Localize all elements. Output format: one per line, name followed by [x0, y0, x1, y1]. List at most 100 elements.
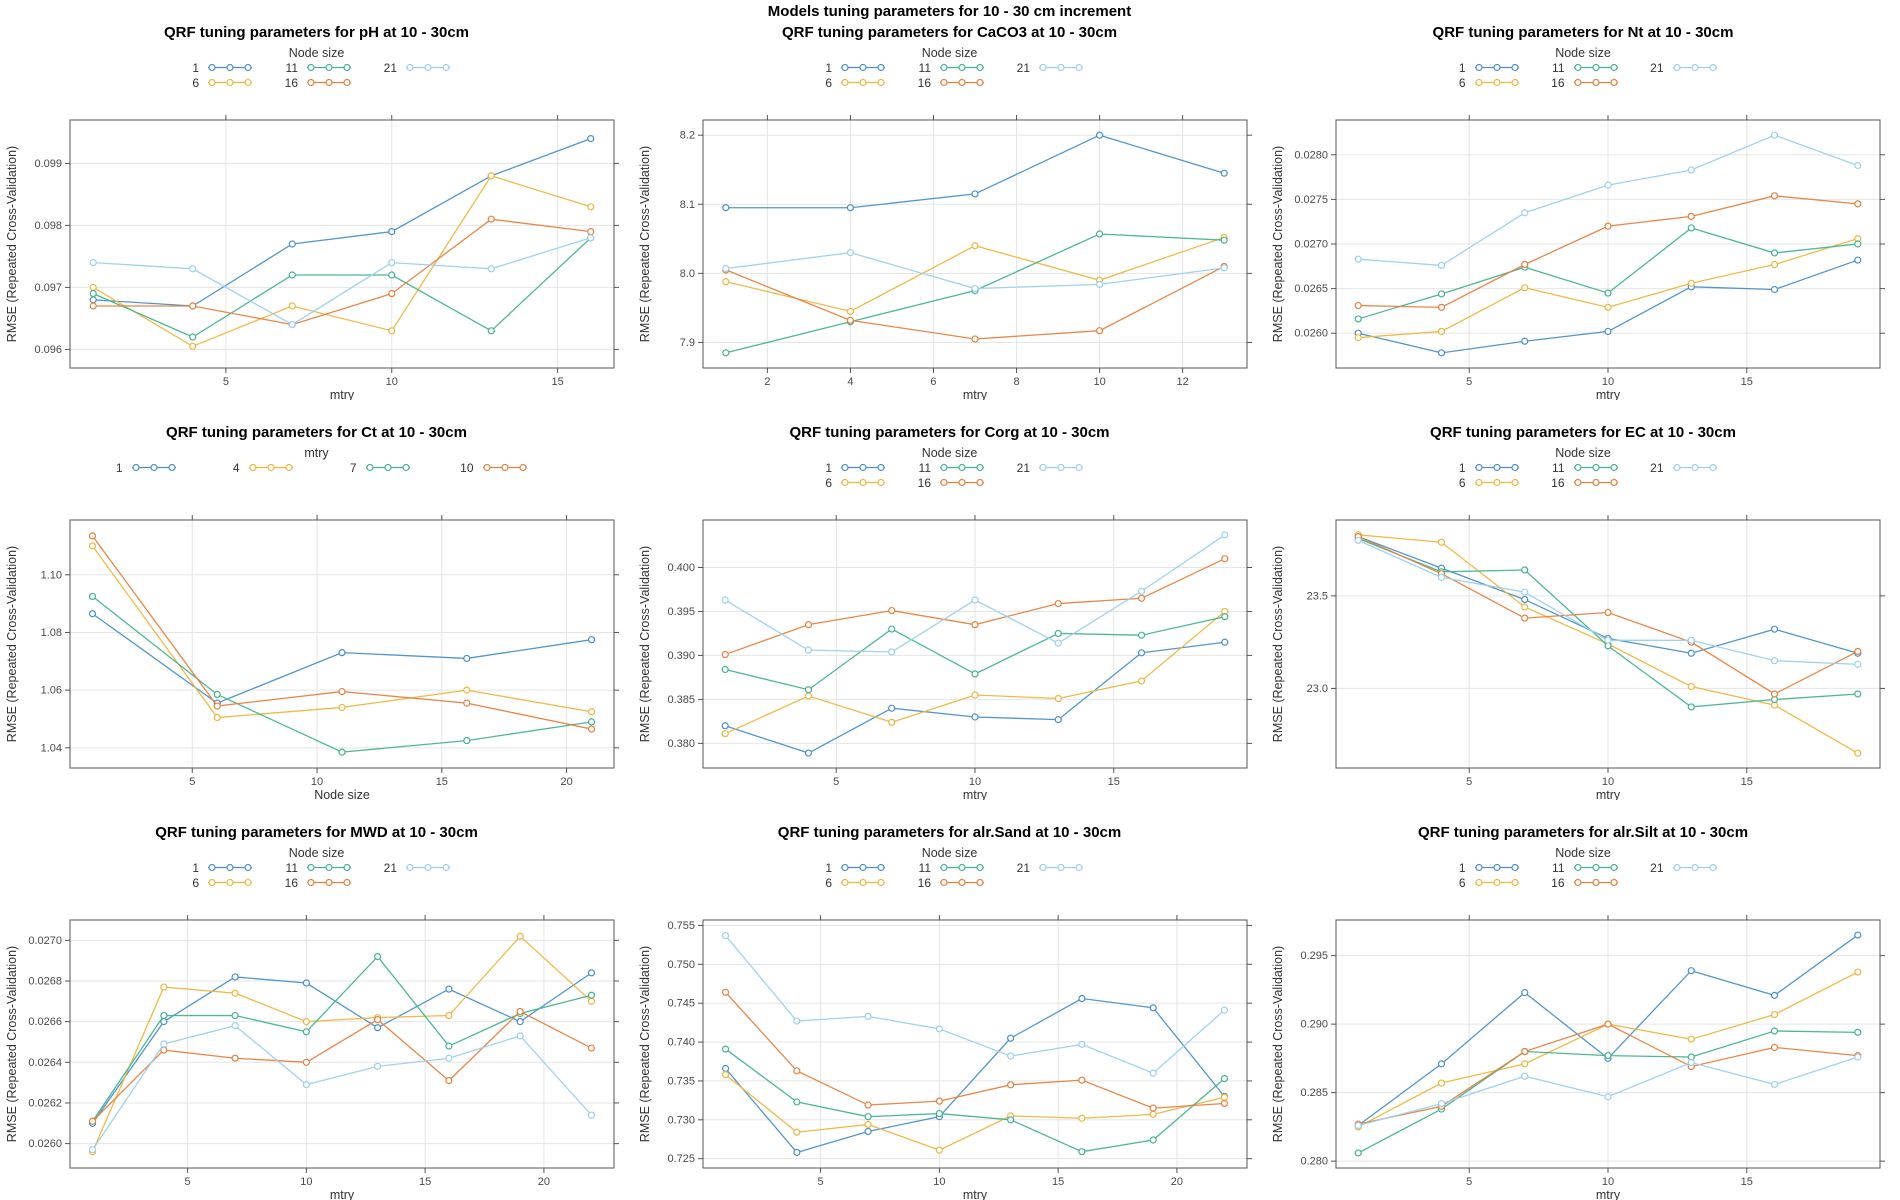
chart-plot: 5 10 15 20 0.725 0.730 0.735 0.740 0.745 0.750 0.7…	[638, 915, 1252, 1200]
data-point	[338, 687, 346, 696]
legend-entry-1: 1	[1448, 860, 1521, 875]
legend-label: 16	[917, 75, 931, 90]
series-16	[721, 988, 1229, 1112]
x-tick-label: 10	[933, 1176, 945, 1188]
data-point	[89, 296, 97, 304]
data-point	[1854, 749, 1862, 757]
data-point	[302, 1081, 310, 1089]
x-tick-label: 5	[1466, 776, 1472, 788]
data-point	[1604, 1052, 1612, 1060]
series-7	[88, 592, 596, 756]
legend-key-icon	[1573, 863, 1618, 872]
data-point	[1054, 599, 1062, 608]
y-tick-label: 0.740	[667, 1037, 695, 1049]
y-tick-label: 0.745	[667, 998, 695, 1010]
x-tick-label: 20	[560, 776, 572, 788]
data-point	[1007, 1052, 1015, 1060]
data-point	[1354, 315, 1362, 323]
data-point	[1137, 587, 1146, 595]
data-point	[971, 621, 979, 629]
y-tick-label: 0.385	[667, 694, 695, 706]
legend-entry-21: 21	[379, 860, 452, 875]
data-point	[1137, 677, 1146, 685]
data-point	[1770, 657, 1779, 665]
legend-entry-11: 11	[1547, 860, 1620, 875]
legend-label: 11	[285, 860, 298, 875]
data-point	[1687, 1058, 1695, 1067]
legend-entry-6: 6	[1448, 75, 1521, 90]
x-tick-label: 6	[930, 376, 936, 388]
data-point	[935, 1109, 943, 1118]
data-point	[864, 1127, 872, 1136]
x-tick-label: 5	[223, 376, 229, 388]
series-4	[88, 542, 596, 722]
chart-plot: 5 10 15 20 0.0260 0.0262 0.0264 0.0266 0.0268 0.0…	[5, 915, 619, 1200]
data-point	[1521, 989, 1529, 997]
chart-legend: mtry 1 4 7 10	[0, 444, 633, 490]
y-tick-label: 0.0260	[28, 1138, 62, 1150]
legend-entry-16: 16	[913, 875, 986, 890]
legend-entries: 1 6 11 16 21	[814, 860, 1085, 890]
data-point	[587, 969, 596, 977]
data-point	[846, 249, 855, 257]
legend-entries: 1 6 11 16 21	[814, 60, 1085, 90]
data-point	[1770, 260, 1779, 269]
legend-label: 1	[1458, 60, 1466, 75]
data-point	[804, 686, 813, 694]
x-tick-label: 12	[1177, 376, 1189, 388]
x-tick-label: 15	[1741, 376, 1753, 388]
data-point	[1095, 131, 1104, 139]
y-tick-label: 0.290	[1300, 1019, 1328, 1031]
legend-entry-1: 1	[181, 60, 254, 75]
chart-legend: Node size 1 6 11 16 21	[633, 844, 1266, 890]
legend-label: 1	[1458, 860, 1466, 875]
y-tick-label: 0.400	[667, 562, 695, 574]
chart-titlebox: QRF tuning parameters for Nt at 10 - 30c…	[1266, 0, 1900, 44]
legend-entry-21: 21	[1012, 60, 1085, 75]
legend-title: Node size	[288, 46, 345, 60]
data-point	[1521, 603, 1529, 611]
legend-entry-10: 10	[456, 460, 529, 475]
chart-legend: Node size 1 6 11 16 21	[1266, 444, 1900, 490]
legend-entry-1: 1	[814, 860, 887, 875]
data-point	[516, 1007, 524, 1016]
chart-title: QRF tuning parameters for Corg at 10 - 3…	[789, 424, 1110, 441]
legend-key-icon	[940, 863, 984, 872]
data-point	[846, 316, 855, 324]
data-point	[1437, 349, 1446, 357]
y-tick-label: 0.295	[1300, 950, 1328, 962]
data-point	[1604, 1093, 1612, 1101]
data-point	[1354, 334, 1362, 342]
data-point	[1854, 968, 1862, 976]
legend-key-icon	[406, 863, 450, 872]
series-16	[88, 1007, 596, 1125]
chart-legend: Node size 1 6 11 16 21	[1266, 44, 1900, 90]
data-point	[338, 748, 346, 756]
data-point	[1687, 636, 1695, 644]
data-point	[89, 302, 97, 310]
legend-label: 21	[1016, 60, 1030, 75]
x-tick-label: 5	[818, 1176, 824, 1188]
legend-key-icon	[1672, 63, 1717, 72]
data-point	[1770, 1027, 1779, 1035]
legend-key-icon	[1474, 463, 1519, 472]
data-point	[793, 1098, 801, 1106]
series-21	[721, 531, 1229, 656]
data-point	[793, 1128, 801, 1136]
legend-label: 16	[1551, 875, 1565, 890]
data-point	[888, 648, 896, 656]
series-21	[88, 1022, 596, 1154]
x-axis-label: mtry	[330, 1188, 355, 1200]
data-point	[487, 172, 495, 180]
data-point	[1054, 694, 1062, 703]
legend-label: 11	[918, 60, 931, 75]
data-point	[587, 725, 596, 733]
data-point	[1521, 1060, 1529, 1068]
x-tick-label: 4	[847, 376, 853, 388]
legend-entry-6: 6	[1448, 475, 1521, 490]
legend-key-icon	[307, 78, 351, 87]
data-point	[1521, 209, 1529, 217]
chart-title: QRF tuning parameters for EC at 10 - 30c…	[1430, 424, 1736, 441]
data-point	[1095, 230, 1104, 238]
x-tick-label: 10	[969, 776, 981, 788]
